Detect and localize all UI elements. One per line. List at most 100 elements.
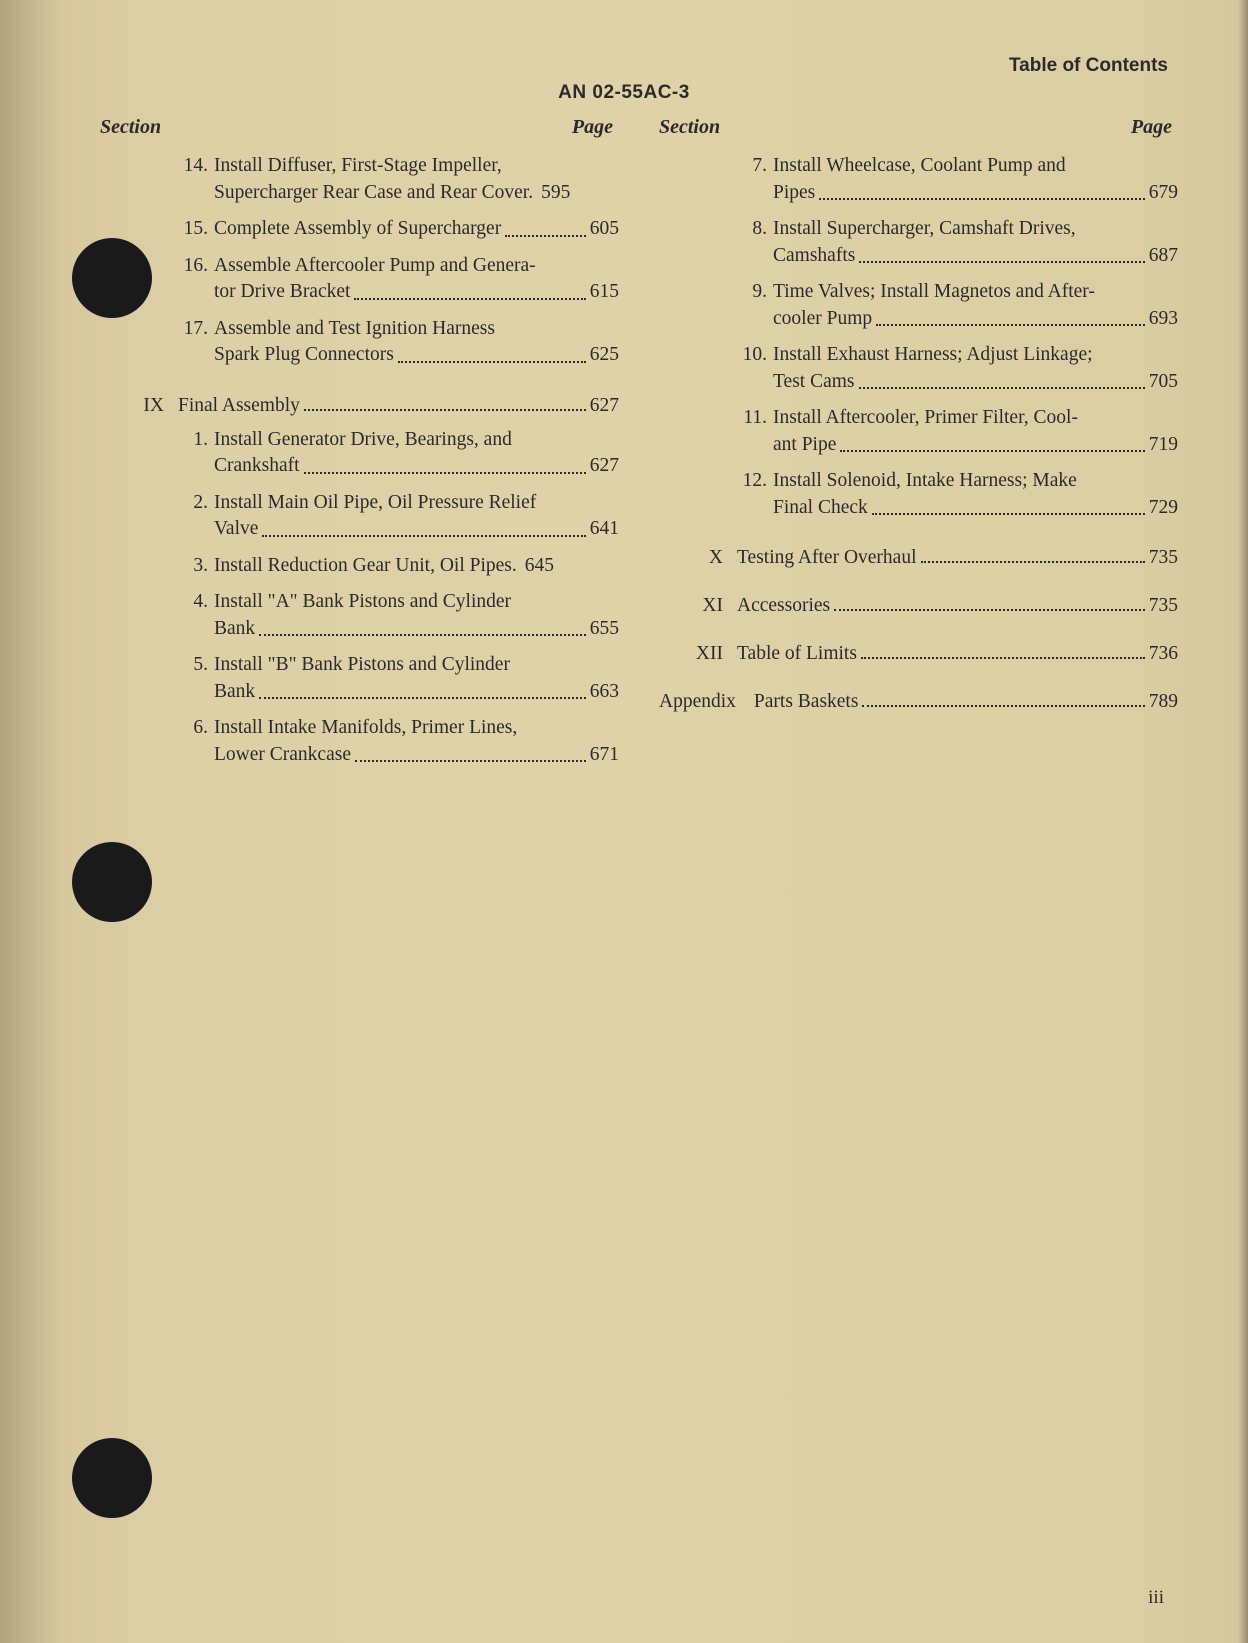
toc-item-text: Crankshaft xyxy=(214,453,300,480)
page-number-footer: iii xyxy=(1148,1587,1164,1609)
dot-leader xyxy=(398,361,586,363)
toc-item-page: 693 xyxy=(1149,306,1178,333)
toc-item-number: 7. xyxy=(737,153,767,180)
toc-item-number: 10. xyxy=(737,342,767,369)
toc-item-number: 14. xyxy=(178,153,208,180)
toc-item-text: 16.Assemble Aftercooler Pump and Genera- xyxy=(178,253,619,280)
toc-item-text: 6.Install Intake Manifolds, Primer Lines… xyxy=(178,715,619,742)
toc-item-page: 671 xyxy=(590,742,619,769)
toc-appendix-title: Parts Baskets xyxy=(754,691,859,713)
dot-leader xyxy=(819,198,1144,200)
toc-item-page: 679 xyxy=(1149,180,1178,207)
toc-item: 9.Time Valves; Install Magnetos and Afte… xyxy=(737,279,1178,332)
toc-section-number: XII xyxy=(659,643,737,665)
toc-columns: Section Page 14.Install Diffuser, First-… xyxy=(100,116,1178,778)
toc-item-text: tor Drive Bracket xyxy=(214,279,350,306)
toc-section-title: Testing After Overhaul xyxy=(737,547,917,569)
toc-item: 4.Install "A" Bank Pistons and CylinderB… xyxy=(178,589,619,642)
toc-section-page: 735 xyxy=(1149,595,1178,617)
toc-item-number: 8. xyxy=(737,216,767,243)
dot-leader xyxy=(259,634,586,636)
toc-section-page: 736 xyxy=(1149,643,1178,665)
toc-item: 2.Install Main Oil Pipe, Oil Pressure Re… xyxy=(178,490,619,543)
toc-section: XTesting After Overhaul 735 xyxy=(659,547,1178,569)
toc-item-number: 12. xyxy=(737,468,767,495)
toc-item-page: 627 xyxy=(590,453,619,480)
toc-item-text: Bank xyxy=(214,616,255,643)
dot-leader xyxy=(859,261,1144,263)
toc-section-title: Final Assembly xyxy=(178,395,300,417)
toc-item-number: 15. xyxy=(178,216,208,243)
toc-appendix: AppendixParts Baskets 789 xyxy=(659,691,1178,713)
toc-section-title: Accessories xyxy=(737,595,830,617)
dot-leader xyxy=(876,324,1145,326)
toc-item-number: 9. xyxy=(737,279,767,306)
heading-section: Section xyxy=(659,116,720,139)
toc-item: 7.Install Wheelcase, Coolant Pump andPip… xyxy=(737,153,1178,206)
toc-item-text: 5.Install "B" Bank Pistons and Cylinder xyxy=(178,652,619,679)
toc-section: XIITable of Limits 736 xyxy=(659,643,1178,665)
toc-item-text: Lower Crankcase xyxy=(214,742,351,769)
toc-item-text: 9.Time Valves; Install Magnetos and Afte… xyxy=(737,279,1178,306)
column-heading-row: Section Page xyxy=(100,116,619,139)
toc-item: 10.Install Exhaust Harness; Adjust Linka… xyxy=(737,342,1178,395)
heading-page: Page xyxy=(572,116,613,139)
toc-item: 14.Install Diffuser, First-Stage Impelle… xyxy=(178,153,619,206)
toc-item: 5.Install "B" Bank Pistons and CylinderB… xyxy=(178,652,619,705)
dot-leader xyxy=(505,235,586,237)
column-heading-row: Section Page xyxy=(659,116,1178,139)
dot-leader xyxy=(859,387,1145,389)
heading-section: Section xyxy=(100,116,161,139)
toc-section-title: Table of Limits xyxy=(737,643,857,665)
toc-item-text: 17.Assemble and Test Ignition Harness xyxy=(178,316,619,343)
toc-item-text: 4.Install "A" Bank Pistons and Cylinder xyxy=(178,589,619,616)
toc-section-number: X xyxy=(659,547,737,569)
toc-item-number: 17. xyxy=(178,316,208,343)
toc-section-number: IX xyxy=(100,395,178,417)
toc-item-text: 10.Install Exhaust Harness; Adjust Linka… xyxy=(737,342,1178,369)
toc-item-text: cooler Pump xyxy=(773,306,872,333)
toc-item-text: 11.Install Aftercooler, Primer Filter, C… xyxy=(737,405,1178,432)
scanned-page: AN 02-55AC-3 Table of Contents Section P… xyxy=(0,0,1248,1643)
toc-item: 17.Assemble and Test Ignition HarnessSpa… xyxy=(178,316,619,369)
toc-item-page: 719 xyxy=(1149,432,1178,459)
toc-item-page: 729 xyxy=(1149,495,1178,522)
toc-appendix-label: Appendix xyxy=(659,691,754,713)
document-number: AN 02-55AC-3 xyxy=(0,82,1248,104)
toc-item-number: 6. xyxy=(178,715,208,742)
toc-item-number: 3. xyxy=(178,553,208,580)
toc-section-page: 627 xyxy=(590,395,619,417)
toc-item: 1.Install Generator Drive, Bearings, and… xyxy=(178,427,619,480)
toc-item: 11.Install Aftercooler, Primer Filter, C… xyxy=(737,405,1178,458)
toc-item-page: 687 xyxy=(1149,243,1178,270)
dot-leader xyxy=(872,513,1145,515)
page-shadow-left xyxy=(0,0,60,1643)
toc-section-page: 735 xyxy=(1149,547,1178,569)
punch-hole xyxy=(72,842,152,922)
toc-item: 16.Assemble Aftercooler Pump and Genera-… xyxy=(178,253,619,306)
toc-item-number: 4. xyxy=(178,589,208,616)
toc-item: 15.Complete Assembly of Supercharger605 xyxy=(178,216,619,243)
toc-item: 3.Install Reduction Gear Unit, Oil Pipes… xyxy=(178,553,619,580)
toc-item-page: 705 xyxy=(1149,369,1178,396)
punch-hole xyxy=(72,1438,152,1518)
toc-item-page: 605 xyxy=(590,216,619,243)
dot-leader xyxy=(840,450,1144,452)
dot-leader xyxy=(861,657,1145,659)
toc-item-page: 625 xyxy=(590,342,619,369)
toc-item-text: 12.Install Solenoid, Intake Harness; Mak… xyxy=(737,468,1178,495)
toc-item-page: 663 xyxy=(590,679,619,706)
toc-item-page: 615 xyxy=(590,279,619,306)
dot-leader xyxy=(262,535,585,537)
dot-leader xyxy=(355,760,586,762)
toc-item-number: 11. xyxy=(737,405,767,432)
toc-item-text: 1.Install Generator Drive, Bearings, and xyxy=(178,427,619,454)
toc-left-column: Section Page 14.Install Diffuser, First-… xyxy=(100,116,619,778)
toc-item-text: Camshafts xyxy=(773,243,855,270)
toc-appendix-page: 789 xyxy=(1149,691,1178,713)
toc-item-text: Bank xyxy=(214,679,255,706)
toc-item-page: 655 xyxy=(590,616,619,643)
toc-item-page: 641 xyxy=(590,516,619,543)
toc-item-text: Valve xyxy=(214,516,258,543)
toc-section: IXFinal Assembly 627 xyxy=(100,395,619,417)
